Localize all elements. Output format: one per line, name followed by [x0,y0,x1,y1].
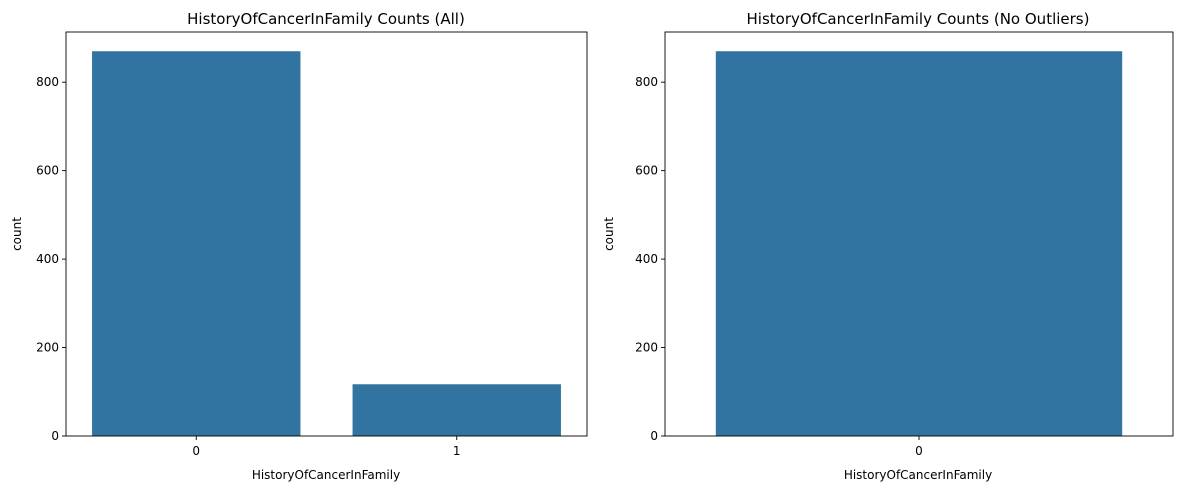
bar-0 [92,51,301,436]
bar-group [715,51,1123,436]
y-tick-label: 400 [36,252,59,266]
bar-0 [715,51,1123,436]
y-axis-ticks: 0 200 400 600 800 [36,75,66,443]
y-tick-label: 600 [36,164,59,178]
y-tick-label: 800 [36,75,59,89]
y-tick-label: 200 [635,341,658,355]
bar-group [92,51,561,436]
plot-area [65,31,588,437]
y-axis-label: count [10,217,24,251]
x-tick-label: 0 [915,444,923,458]
y-tick-label: 400 [635,252,658,266]
y-tick-label: 0 [650,429,658,443]
bar-1 [352,384,561,436]
x-tick-label: 0 [192,444,200,458]
y-axis-label: count [602,217,616,251]
y-axis-ticks: 0 200 400 600 800 [635,75,665,443]
x-tick-label: 1 [453,444,461,458]
y-tick-label: 600 [635,164,658,178]
y-tick-label: 200 [36,341,59,355]
x-axis-label: HistoryOfCancerInFamily [844,468,992,482]
y-tick-label: 0 [51,429,59,443]
chart-title: HistoryOfCancerInFamily Counts (All) [187,10,465,28]
y-tick-label: 800 [635,75,658,89]
chart-panel-all: HistoryOfCancerInFamily Counts (All) 0 20… [10,10,588,482]
chart-title: HistoryOfCancerInFamily Counts (No Outli… [747,10,1090,28]
x-axis-label: HistoryOfCancerInFamily [252,468,400,482]
chart-panel-no-outliers: HistoryOfCancerInFamily Counts (No Outli… [602,10,1174,482]
plot-area [664,31,1174,437]
x-axis-ticks: 0 [915,436,923,458]
